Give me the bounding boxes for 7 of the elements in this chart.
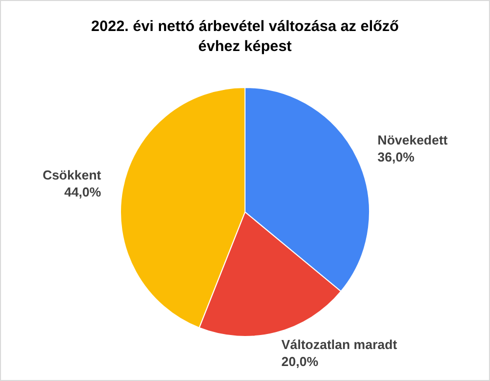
- data-label: 36,0%: [378, 150, 415, 165]
- data-label: 20,0%: [281, 354, 319, 369]
- slice-label: Növekedett: [378, 132, 448, 148]
- slice-label: Változatlan maradt: [281, 336, 398, 352]
- data-label: 44,0%: [64, 184, 102, 200]
- slice-label: Csökkent: [42, 168, 102, 183]
- chart-title: 2022. évi nettó árbevétel változása az előző évhez képest: [90, 17, 400, 57]
